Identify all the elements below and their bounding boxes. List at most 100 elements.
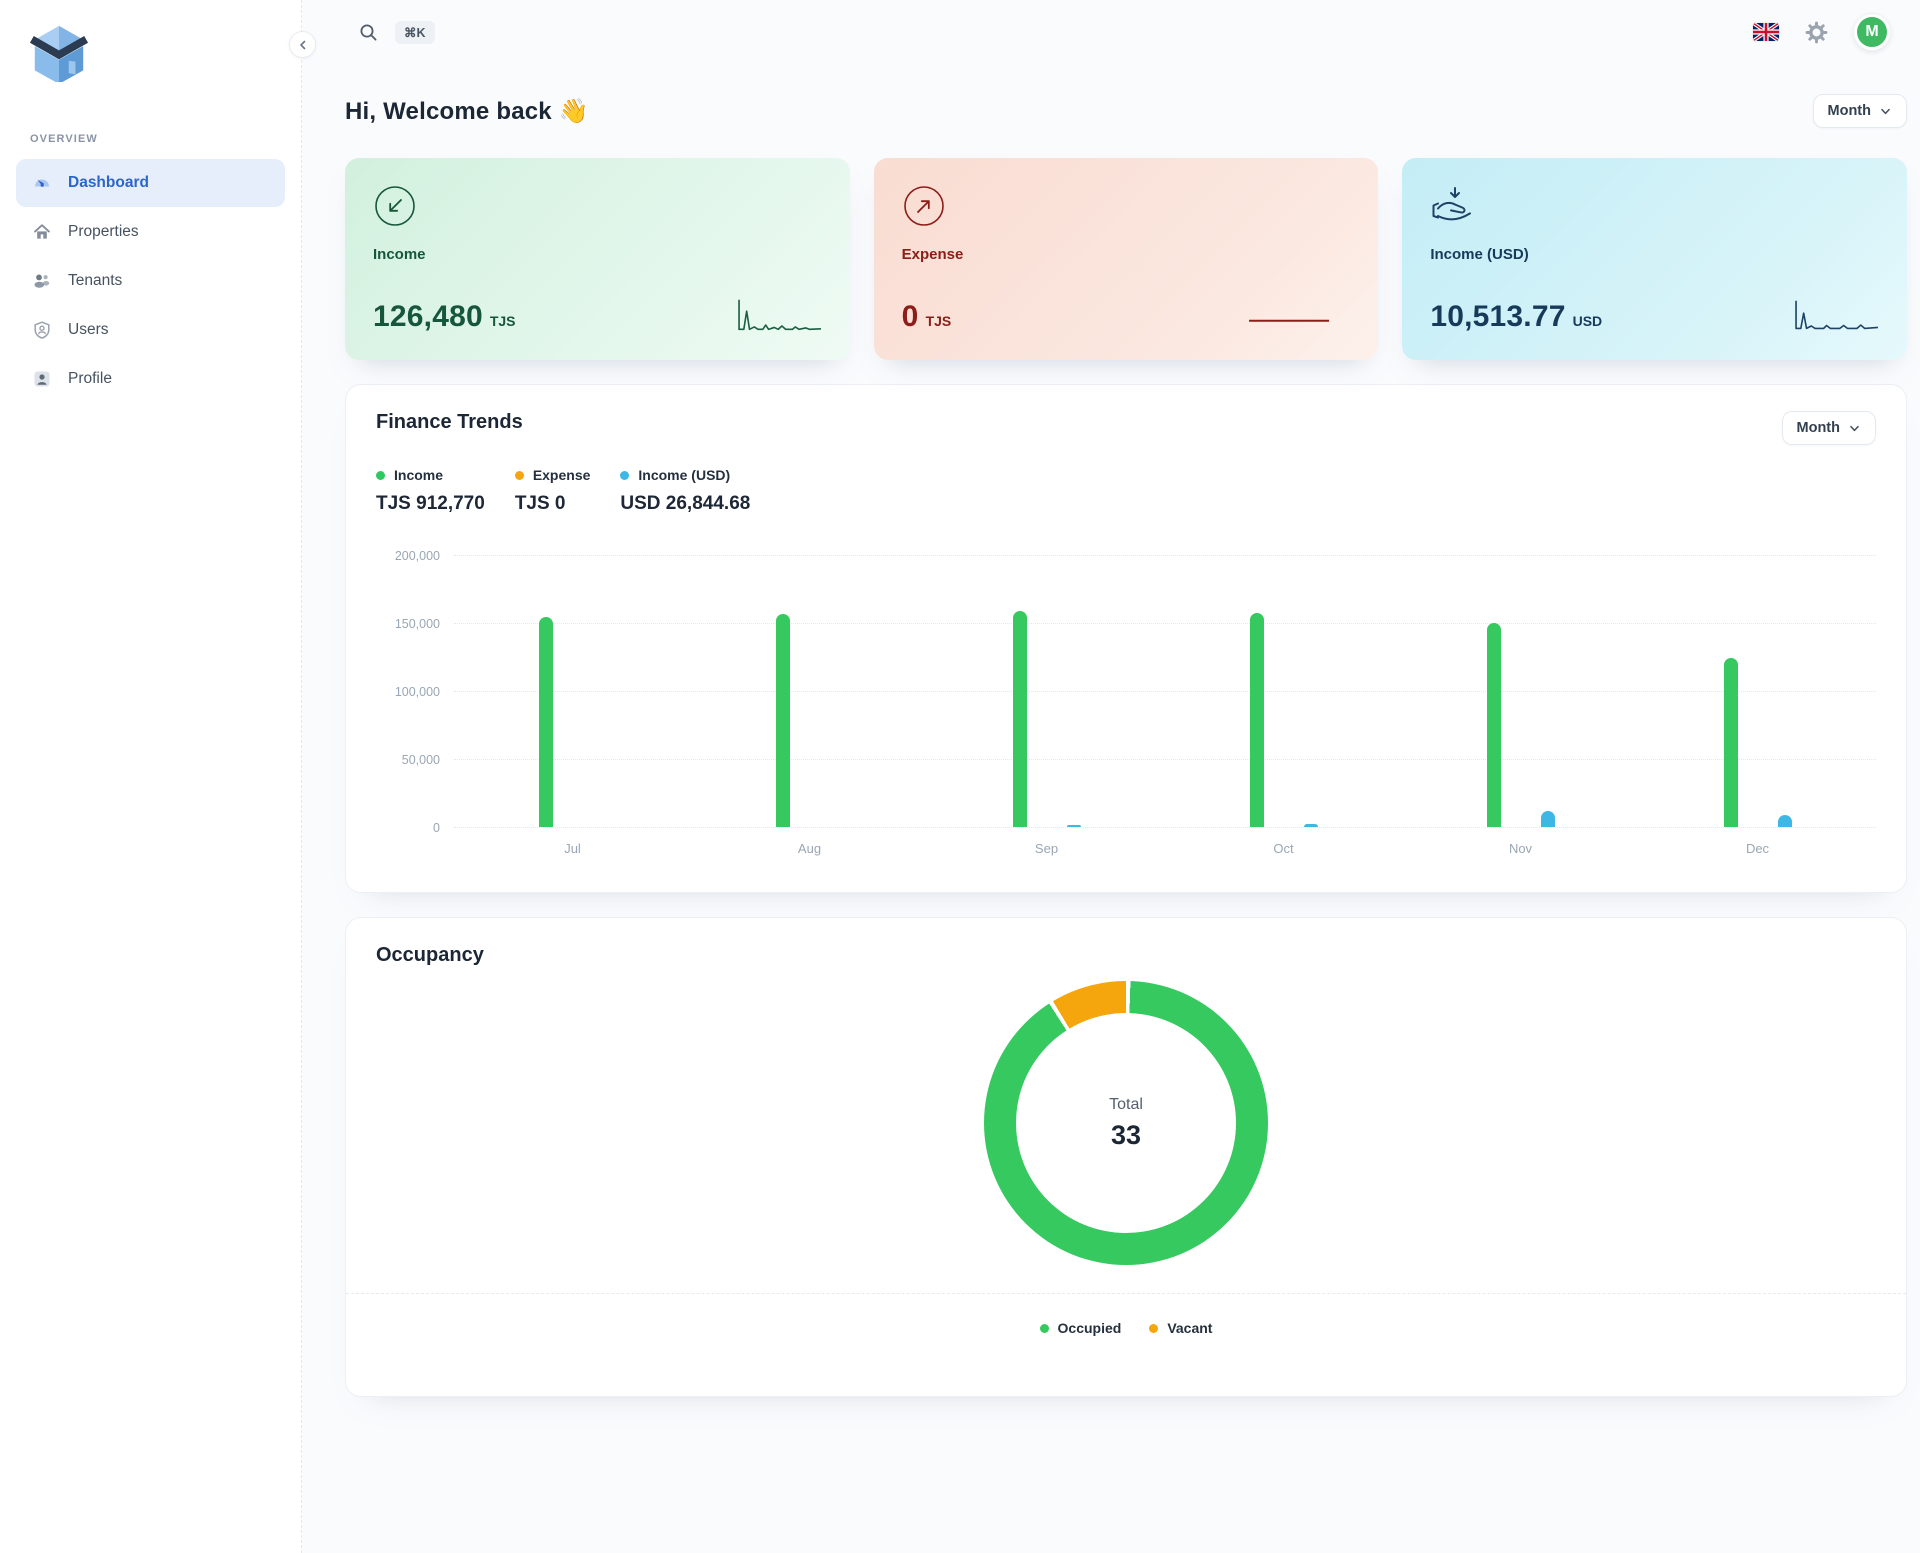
sidebar-item-label: Tenants <box>68 272 123 289</box>
income-usd-sparkline <box>1795 300 1879 330</box>
bar-group-sep <box>928 555 1165 827</box>
gridline: 50,000 <box>402 753 1876 767</box>
page-title: Hi, Welcome back 👋 <box>345 97 589 126</box>
search-icon <box>360 24 377 41</box>
global-period-value: Month <box>1827 103 1871 119</box>
bar-income-dec <box>1723 658 1738 827</box>
finance-plot: 200,000 150,000 100,000 50,000 0 <box>395 549 1876 835</box>
gridline: 150,000 <box>395 617 1876 631</box>
main-area: ⌘K <box>302 0 1920 1553</box>
legend-label: Income (USD) <box>638 467 731 483</box>
income-sparkline <box>737 299 821 331</box>
user-avatar[interactable]: M <box>1854 14 1890 50</box>
finance-legend: Income TJS 912,770 Expense TJS 0 Income … <box>376 467 1876 515</box>
stat-currency: TJS <box>489 313 516 329</box>
bar-income-jul <box>538 617 553 827</box>
bar-group-aug <box>691 555 928 827</box>
stat-currency: USD <box>1572 313 1603 329</box>
stat-card-income[interactable]: Income 126,480 TJS <box>345 158 850 360</box>
chevron-down-icon <box>1881 108 1890 114</box>
settings-button[interactable] <box>1805 21 1828 44</box>
x-axis-tick: Dec <box>1745 841 1770 856</box>
chevron-down-icon <box>1850 425 1859 431</box>
finance-period-value: Month <box>1796 420 1840 436</box>
y-axis-tick: 150,000 <box>394 617 440 631</box>
people-icon <box>34 274 50 288</box>
bar-group-oct <box>1165 555 1402 827</box>
finance-period-dropdown[interactable]: Month <box>1781 411 1876 445</box>
bar-group-jul <box>454 555 691 827</box>
page-head: Hi, Welcome back 👋 Month <box>345 94 1907 128</box>
bar-income-oct <box>1249 613 1264 827</box>
app-logo[interactable] <box>16 16 285 87</box>
gridline: 0 <box>433 821 1876 835</box>
legend-label: Occupied <box>1057 1320 1122 1336</box>
stats-row: Income 126,480 TJS Expense <box>345 158 1908 360</box>
search-trigger[interactable]: ⌘K <box>358 20 435 44</box>
search-shortcut-badge: ⌘K <box>395 20 435 44</box>
stat-label: Expense <box>901 246 964 263</box>
x-axis-tick: Sep <box>1034 841 1059 856</box>
income-usd-total: USD 26,844.68 <box>620 493 751 514</box>
receive-money-hand-icon <box>1432 187 1472 221</box>
bar-group-nov <box>1402 555 1639 827</box>
gridline: 100,000 <box>395 685 1876 699</box>
legend-item-income-usd[interactable]: Income (USD) USD 26,844.68 <box>620 467 750 515</box>
sidebar-item-label: Users <box>68 321 109 338</box>
x-axis-tick: Jul <box>564 841 581 856</box>
expense-sparkline <box>1249 319 1330 322</box>
legend-item-occupied[interactable]: Occupied <box>1039 1320 1122 1336</box>
y-axis-tick: 0 <box>433 821 440 835</box>
stat-currency: TJS <box>925 313 952 329</box>
vacant-legend-dot <box>1149 1323 1159 1333</box>
occupancy-donut-chart: Total 33 <box>984 981 1268 1265</box>
sidebar-item-dashboard[interactable]: Dashboard <box>16 159 285 207</box>
user-shield-icon <box>34 321 50 339</box>
stat-label: Income (USD) <box>1430 246 1529 263</box>
gear-icon <box>1805 21 1828 43</box>
arrow-down-left-circle-icon <box>375 186 415 226</box>
stat-card-income-usd[interactable]: Income (USD) 10,513.77 USD <box>1402 158 1908 360</box>
stat-card-expense[interactable]: Expense 0 TJS <box>873 158 1379 360</box>
sidebar-nav: Dashboard Properties Tenants <box>16 159 285 403</box>
bar-income-sep <box>1012 611 1027 827</box>
uk-flag-icon <box>1753 23 1779 41</box>
sidebar-item-tenants[interactable]: Tenants <box>16 257 285 305</box>
stat-value: 10,513.77 <box>1430 300 1566 333</box>
sidebar-item-users[interactable]: Users <box>16 306 285 354</box>
occupancy-title: Occupancy <box>376 944 484 966</box>
sidebar-item-label: Properties <box>68 223 139 240</box>
sidebar-item-label: Dashboard <box>68 174 149 191</box>
legend-item-vacant[interactable]: Vacant <box>1149 1320 1212 1336</box>
finance-trends-panel: Finance Trends Month Income TJS 912,770 <box>345 384 1907 893</box>
donut-total-value: 33 <box>1110 1119 1142 1150</box>
y-axis-tick: 200,000 <box>394 549 440 563</box>
language-flag-button[interactable] <box>1753 23 1779 41</box>
legend-label: Expense <box>532 467 591 483</box>
gauge-icon <box>35 179 49 187</box>
x-axis-tick: Nov <box>1508 841 1533 856</box>
bar-group-dec <box>1639 555 1876 827</box>
legend-item-income[interactable]: Income TJS 912,770 <box>376 467 485 515</box>
sidebar-item-profile[interactable]: Profile <box>16 355 285 403</box>
sidebar-item-label: Profile <box>68 370 112 387</box>
sidebar-collapse-button[interactable] <box>289 31 316 58</box>
finance-trends-title: Finance Trends <box>376 411 523 433</box>
sidebar-item-properties[interactable]: Properties <box>16 208 285 256</box>
sidebar: OVERVIEW Dashboard Properties <box>0 0 302 1553</box>
legend-label: Vacant <box>1167 1320 1213 1336</box>
income-usd-legend-dot <box>620 470 630 480</box>
chevron-left-icon <box>299 40 305 49</box>
occupancy-panel: Occupancy Total 33 Occupied Vacant <box>345 917 1907 1397</box>
bar-income-usd--oct <box>1303 824 1318 827</box>
donut-total-label: Total <box>1109 1095 1143 1113</box>
topbar: ⌘K <box>302 0 1920 64</box>
global-period-dropdown[interactable]: Month <box>1812 94 1907 128</box>
y-axis-tick: 50,000 <box>401 753 440 767</box>
finance-bar-chart: 200,000 150,000 100,000 50,000 0 Jul Aug Sep Oc… <box>376 549 1876 866</box>
arrow-up-right-circle-icon <box>903 186 944 226</box>
x-axis-tick: Oct <box>1273 841 1294 856</box>
legend-item-expense[interactable]: Expense TJS 0 <box>514 467 591 515</box>
finance-x-axis: Jul Aug Sep Oct Nov Dec <box>454 841 1876 866</box>
stat-label: Income <box>373 246 426 263</box>
